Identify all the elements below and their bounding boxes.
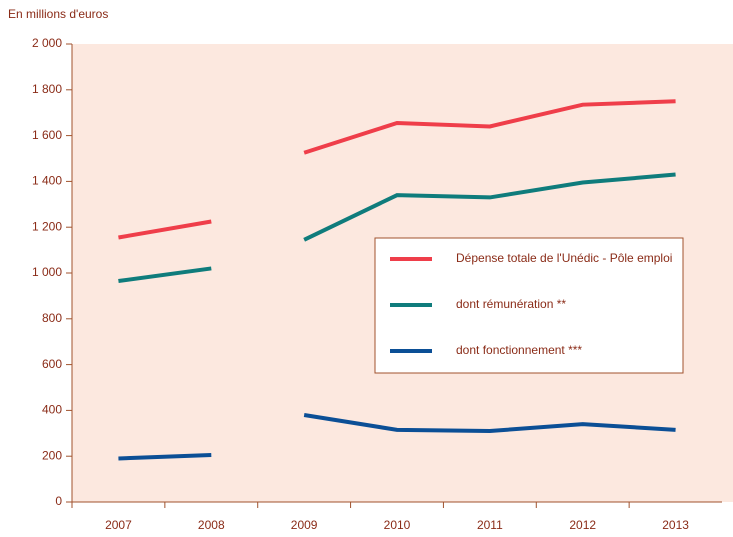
y-tick-label: 1 800 — [32, 82, 62, 96]
x-tick-label: 2012 — [569, 518, 596, 532]
series-line — [118, 453, 212, 461]
x-tick-label: 2013 — [662, 518, 689, 532]
x-tick-label: 2009 — [291, 518, 318, 532]
y-tick-label: 200 — [42, 448, 62, 462]
y-tick-label: 800 — [42, 311, 62, 325]
y-tick-label: 1 400 — [32, 174, 62, 188]
series-line — [303, 413, 676, 434]
series-line — [118, 219, 212, 240]
y-tick-label: 0 — [55, 494, 62, 508]
series-line — [303, 172, 676, 242]
legend-label: dont rémunération ** — [456, 297, 566, 311]
y-tick-label: 1 200 — [32, 219, 62, 233]
y-tick-label: 1 600 — [32, 128, 62, 142]
y-tick-label: 1 000 — [32, 265, 62, 279]
y-tick-label: 400 — [42, 403, 62, 417]
legend-label: Dépense totale de l'Unédic - Pôle emploi — [456, 251, 672, 265]
x-tick-label: 2007 — [105, 518, 132, 532]
y-tick-label: 600 — [42, 357, 62, 371]
series-line — [303, 99, 676, 155]
y-tick-label: 2 000 — [32, 36, 62, 50]
axis-label: En millions d'euros — [8, 7, 108, 21]
x-tick-label: 2010 — [384, 518, 411, 532]
x-tick-label: 2011 — [477, 518, 503, 532]
series-line — [118, 266, 212, 283]
legend-label: dont fonctionnement *** — [456, 343, 582, 357]
x-tick-label: 2008 — [198, 518, 225, 532]
